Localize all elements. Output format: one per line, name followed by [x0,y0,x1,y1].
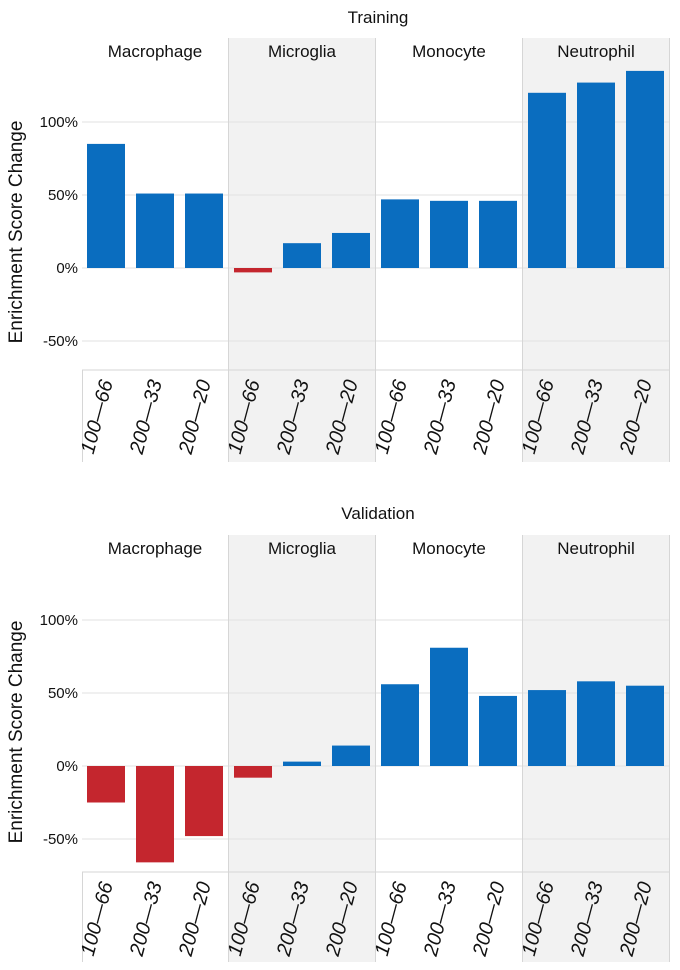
facet-strip-label: Neutrophil [557,42,635,61]
x-tick-label: 200—20 [469,378,510,458]
bar [577,82,615,268]
chart-title: Training [348,8,409,27]
x-tick-label: 100—66 [371,377,412,457]
bar [283,761,321,766]
bar [381,684,419,766]
facet-strip-label: Microglia [268,42,337,61]
chart-title: Validation [341,504,414,523]
bar [626,685,664,766]
y-tick-label: -50% [43,333,78,350]
bar [136,193,174,268]
x-tick-label: 100—66 [77,879,118,959]
bar [87,143,125,268]
bar [479,200,517,268]
x-tick-label: 200—20 [175,880,216,960]
facet-strip-label: Monocyte [412,539,486,558]
y-tick-label: 0% [56,260,78,277]
bar [87,766,125,803]
bar [283,243,321,268]
y-tick-label: -50% [43,831,78,848]
bar [577,681,615,766]
y-axis-label: Enrichment Score Change [6,121,27,344]
x-tick-label: 200—33 [126,378,167,458]
bar [185,766,223,837]
bar [332,232,370,268]
y-axis-label: Enrichment Score Change [6,621,27,844]
x-tick-label: 100—66 [371,879,412,959]
facet-strip-label: Microglia [268,539,337,558]
bar [381,199,419,268]
y-tick-label: 50% [48,685,78,702]
x-tick-label: 100—66 [77,377,118,457]
y-tick-label: 100% [40,114,78,131]
x-tick-label: 200—20 [469,880,510,960]
x-tick-label: 200—20 [175,378,216,458]
facet-strip-label: Macrophage [108,539,203,558]
facet-strip-label: Macrophage [108,42,203,61]
y-tick-label: 100% [40,612,78,629]
y-tick-label: 50% [48,187,78,204]
y-tick-label: 0% [56,758,78,775]
bar [430,200,468,268]
x-tick-label: 200—33 [126,880,167,960]
bar [234,268,272,273]
bar [332,745,370,766]
facet-strip-label: Monocyte [412,42,486,61]
facet-strip-label: Neutrophil [557,539,635,558]
bar [430,647,468,766]
bar [528,690,566,766]
x-tick-label: 200—33 [420,880,461,960]
bar [136,766,174,863]
bar [479,695,517,766]
bar [626,70,664,269]
bar [185,193,223,268]
bar [528,92,566,268]
x-tick-label: 200—33 [420,378,461,458]
bar [234,766,272,778]
